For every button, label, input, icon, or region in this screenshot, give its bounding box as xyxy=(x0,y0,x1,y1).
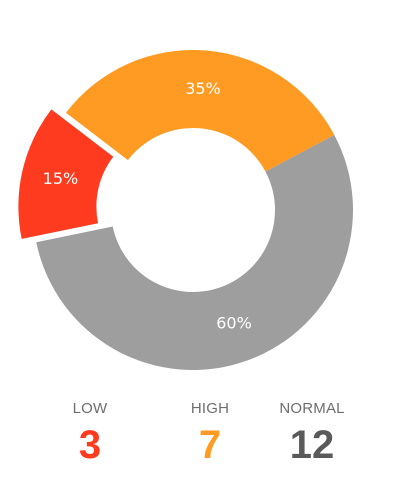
slice-label-35: 35% xyxy=(185,79,221,98)
stats-row: LOW 3 HIGH 7 NORMAL 12 xyxy=(0,396,400,484)
stat-high-value: 7 xyxy=(198,423,222,467)
slice-label-15: 15% xyxy=(43,169,79,188)
donut-slice-35 xyxy=(65,50,335,172)
stat-low-value: 3 xyxy=(78,423,102,467)
stat-high-label: HIGH xyxy=(190,400,230,417)
donut-chart: 60% 15% 35% xyxy=(18,50,354,371)
stat-high: HIGH 7 xyxy=(155,396,265,468)
donut-slice-15 xyxy=(18,109,114,239)
stat-normal: NORMAL 12 xyxy=(257,396,367,468)
donut-slice-60 xyxy=(36,134,354,371)
stat-normal-label: NORMAL xyxy=(279,400,345,417)
stat-normal-value: 12 xyxy=(289,423,335,467)
stat-low-label: LOW xyxy=(72,400,108,417)
slice-label-60: 60% xyxy=(216,313,252,332)
stat-low: LOW 3 xyxy=(35,396,145,468)
